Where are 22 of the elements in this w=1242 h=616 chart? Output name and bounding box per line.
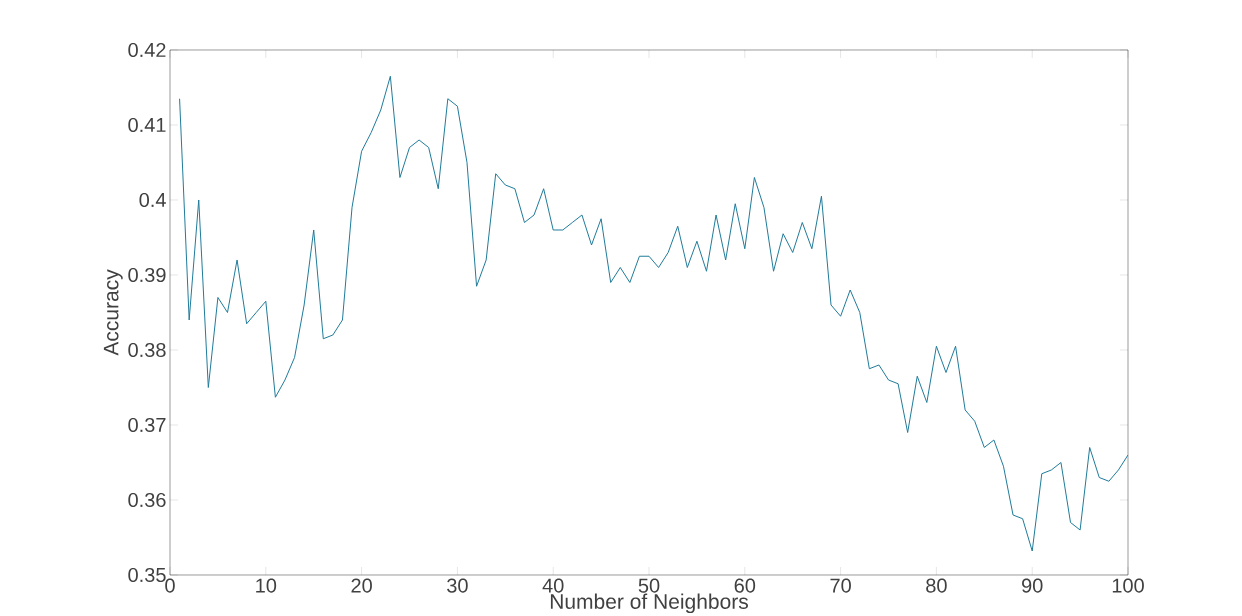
y-tick-label: 0.42 [128, 42, 166, 57]
line-series [179, 75, 1128, 552]
x-tick-label: 100 [1112, 578, 1144, 593]
y-tick-label: 0.37 [128, 417, 166, 432]
x-tick-label: 80 [926, 578, 947, 593]
x-tick-label: 60 [734, 578, 756, 593]
y-axis-title: Accuracy [103, 269, 123, 356]
x-tick-label: 30 [447, 578, 468, 593]
y-tick-label: 0.36 [128, 492, 166, 507]
x-tick-label: 20 [351, 578, 372, 593]
y-tick-label: 0.39 [128, 267, 166, 282]
y-tick-label: 0.38 [128, 342, 166, 357]
y-tick-label: 0.41 [128, 117, 166, 132]
x-tick-label: 0 [165, 578, 175, 593]
x-tick-label: 70 [830, 578, 851, 593]
x-axis-title: Number of Neighbors [550, 593, 748, 613]
x-tick-label: 50 [638, 578, 660, 593]
y-tick-label: 0.35 [128, 567, 166, 582]
y-tick-label: 0.4 [139, 192, 166, 207]
x-tick-label: 10 [256, 578, 277, 593]
x-tick-label: 40 [542, 578, 564, 593]
x-tick-label: 90 [1022, 578, 1043, 593]
